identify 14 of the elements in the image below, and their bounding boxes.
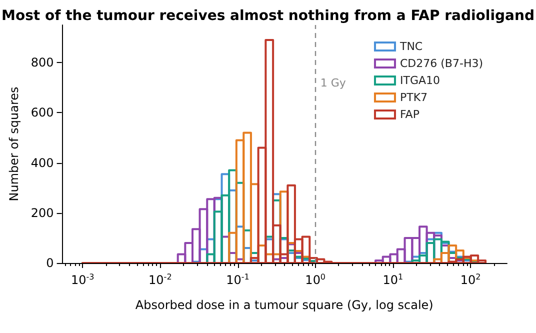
legend-label: PTK7: [400, 91, 428, 104]
y-tick-label: 600: [30, 106, 54, 120]
y-tick-label: 400: [30, 156, 54, 170]
legend-label: TNC: [398, 40, 423, 53]
legend-label: FAP: [400, 108, 420, 121]
ref-line-label: 1 Gy: [320, 76, 346, 90]
y-tick-label: 800: [30, 56, 54, 70]
chart-title: Most of the tumour receives almost nothing from a FAP radioligand: [2, 8, 534, 24]
y-tick-label: 0: [46, 256, 54, 270]
y-tick-label: 200: [30, 206, 54, 220]
legend-label: CD276 (B7-H3): [400, 57, 484, 70]
y-axis-title: Number of squares: [7, 86, 21, 202]
legend-label: ITGA10: [400, 74, 440, 87]
x-axis-title: Absorbed dose in a tumour square (Gy, log scale): [135, 298, 434, 312]
